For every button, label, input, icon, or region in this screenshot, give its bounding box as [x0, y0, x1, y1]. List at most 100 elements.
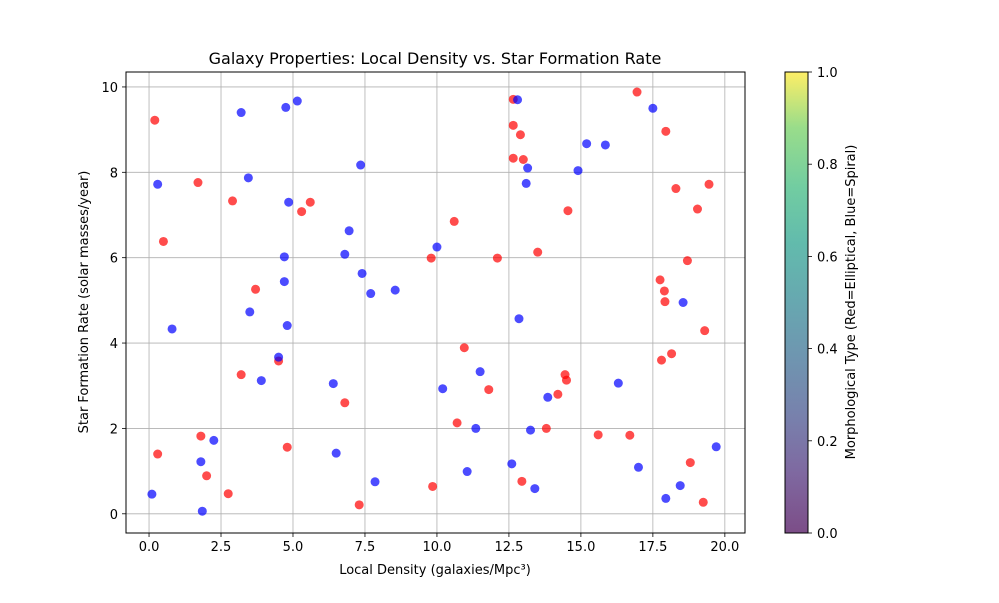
data-point-spiral: [236, 108, 246, 118]
data-point-elliptical: [533, 247, 543, 257]
data-point-elliptical: [667, 349, 677, 359]
x-tick-label: 5.0: [283, 540, 304, 555]
colorbar-label: Morphological Type (Red=Elliptical, Blue…: [844, 145, 859, 460]
data-point-spiral: [390, 285, 400, 295]
x-tick-label: 2.5: [211, 540, 232, 555]
data-point-spiral: [153, 179, 163, 189]
data-point-elliptical: [553, 389, 563, 399]
data-point-spiral: [526, 425, 536, 435]
data-point-elliptical: [158, 236, 168, 246]
data-point-spiral: [370, 477, 380, 487]
data-point-spiral: [582, 139, 592, 149]
data-point-elliptical: [518, 155, 528, 165]
x-axis-label: Local Density (galaxies/Mpc³): [339, 563, 531, 578]
x-tick-label: 12.5: [494, 540, 523, 555]
data-point-elliptical: [297, 207, 307, 217]
data-point-elliptical: [657, 355, 667, 365]
data-point-spiral: [243, 173, 253, 183]
data-point-elliptical: [563, 206, 573, 216]
data-point-spiral: [633, 462, 643, 472]
data-point-elliptical: [193, 178, 203, 188]
colorbar-ticks: 0.0 0.2 0.4 0.6 0.8 1.0: [808, 66, 838, 542]
colorbar-gradient: [785, 72, 808, 533]
data-point-spiral: [281, 102, 291, 112]
data-point-elliptical: [251, 284, 261, 294]
data-point-elliptical: [452, 418, 462, 428]
y-tick-label: 8: [110, 166, 118, 181]
data-point-elliptical: [282, 442, 292, 452]
data-point-elliptical: [492, 253, 502, 263]
data-point-spiral: [196, 457, 206, 467]
data-point-spiral: [209, 435, 219, 445]
data-point-spiral: [356, 160, 366, 170]
data-point-spiral: [331, 448, 341, 458]
data-point-spiral: [711, 442, 721, 452]
x-tick-label: 20.0: [710, 540, 739, 555]
data-point-elliptical: [685, 458, 695, 468]
data-point-spiral: [167, 324, 177, 334]
data-point-elliptical: [202, 471, 212, 481]
x-tick-label: 15.0: [566, 540, 595, 555]
data-point-spiral: [366, 289, 376, 299]
data-point-spiral: [521, 178, 531, 188]
data-point-spiral: [340, 249, 350, 259]
chart-title: Galaxy Properties: Local Density vs. Sta…: [209, 49, 662, 68]
data-point-elliptical: [655, 275, 665, 285]
data-point-elliptical: [305, 197, 315, 207]
data-point-spiral: [279, 277, 289, 287]
data-point-spiral: [292, 96, 302, 106]
data-point-elliptical: [704, 179, 714, 189]
colorbar-tick-label: 1.0: [817, 66, 838, 81]
data-point-spiral: [357, 268, 367, 278]
data-point-elliptical: [196, 431, 206, 441]
y-axis: 0 2 4 6 8 10: [101, 81, 126, 523]
data-point-elliptical: [223, 489, 233, 499]
data-point-elliptical: [508, 120, 518, 130]
colorbar-tick-label: 0.4: [817, 343, 838, 358]
data-point-elliptical: [228, 196, 238, 206]
data-point-elliptical: [632, 87, 642, 97]
data-point-elliptical: [236, 370, 246, 380]
colorbar: 0.0 0.2 0.4 0.6 0.8 1.0 Morphological Type (R…: [784, 66, 859, 542]
data-point-elliptical: [698, 497, 708, 507]
data-point-spiral: [471, 423, 481, 433]
data-point-elliptical: [515, 130, 525, 140]
data-point-elliptical: [517, 476, 527, 486]
data-point-elliptical: [426, 253, 436, 263]
data-point-spiral: [661, 493, 671, 503]
data-point-spiral: [507, 459, 517, 469]
data-point-elliptical: [459, 343, 469, 353]
data-point-spiral: [678, 298, 688, 307]
x-tick-label: 17.5: [638, 540, 667, 555]
data-point-spiral: [513, 95, 523, 105]
y-tick-label: 10: [101, 81, 118, 96]
data-point-spiral: [256, 376, 266, 386]
data-point-elliptical: [354, 500, 364, 510]
data-point-spiral: [197, 506, 207, 516]
y-tick-label: 2: [110, 422, 118, 437]
y-tick-label: 0: [110, 508, 118, 523]
data-point-spiral: [279, 252, 289, 262]
y-tick-label: 6: [110, 252, 118, 267]
data-point-spiral: [523, 163, 533, 173]
data-point-spiral: [344, 226, 354, 236]
colorbar-tick-label: 0.2: [817, 435, 838, 450]
data-point-elliptical: [625, 430, 635, 440]
data-point-elliptical: [508, 153, 518, 163]
data-point-spiral: [328, 379, 338, 389]
y-axis-label: Star Formation Rate (solar masses/year): [77, 171, 92, 434]
data-point-elliptical: [661, 126, 671, 136]
data-point-spiral: [147, 489, 157, 499]
colorbar-tick-label: 0.6: [817, 250, 838, 265]
data-point-spiral: [274, 352, 284, 362]
data-point-elliptical: [428, 481, 438, 491]
data-point-elliptical: [692, 204, 702, 214]
data-point-elliptical: [700, 326, 710, 336]
data-point-elliptical: [449, 216, 459, 226]
grid: [126, 72, 745, 533]
data-point-spiral: [438, 384, 448, 394]
data-point-elliptical: [660, 297, 670, 307]
data-point-elliptical: [561, 375, 571, 385]
